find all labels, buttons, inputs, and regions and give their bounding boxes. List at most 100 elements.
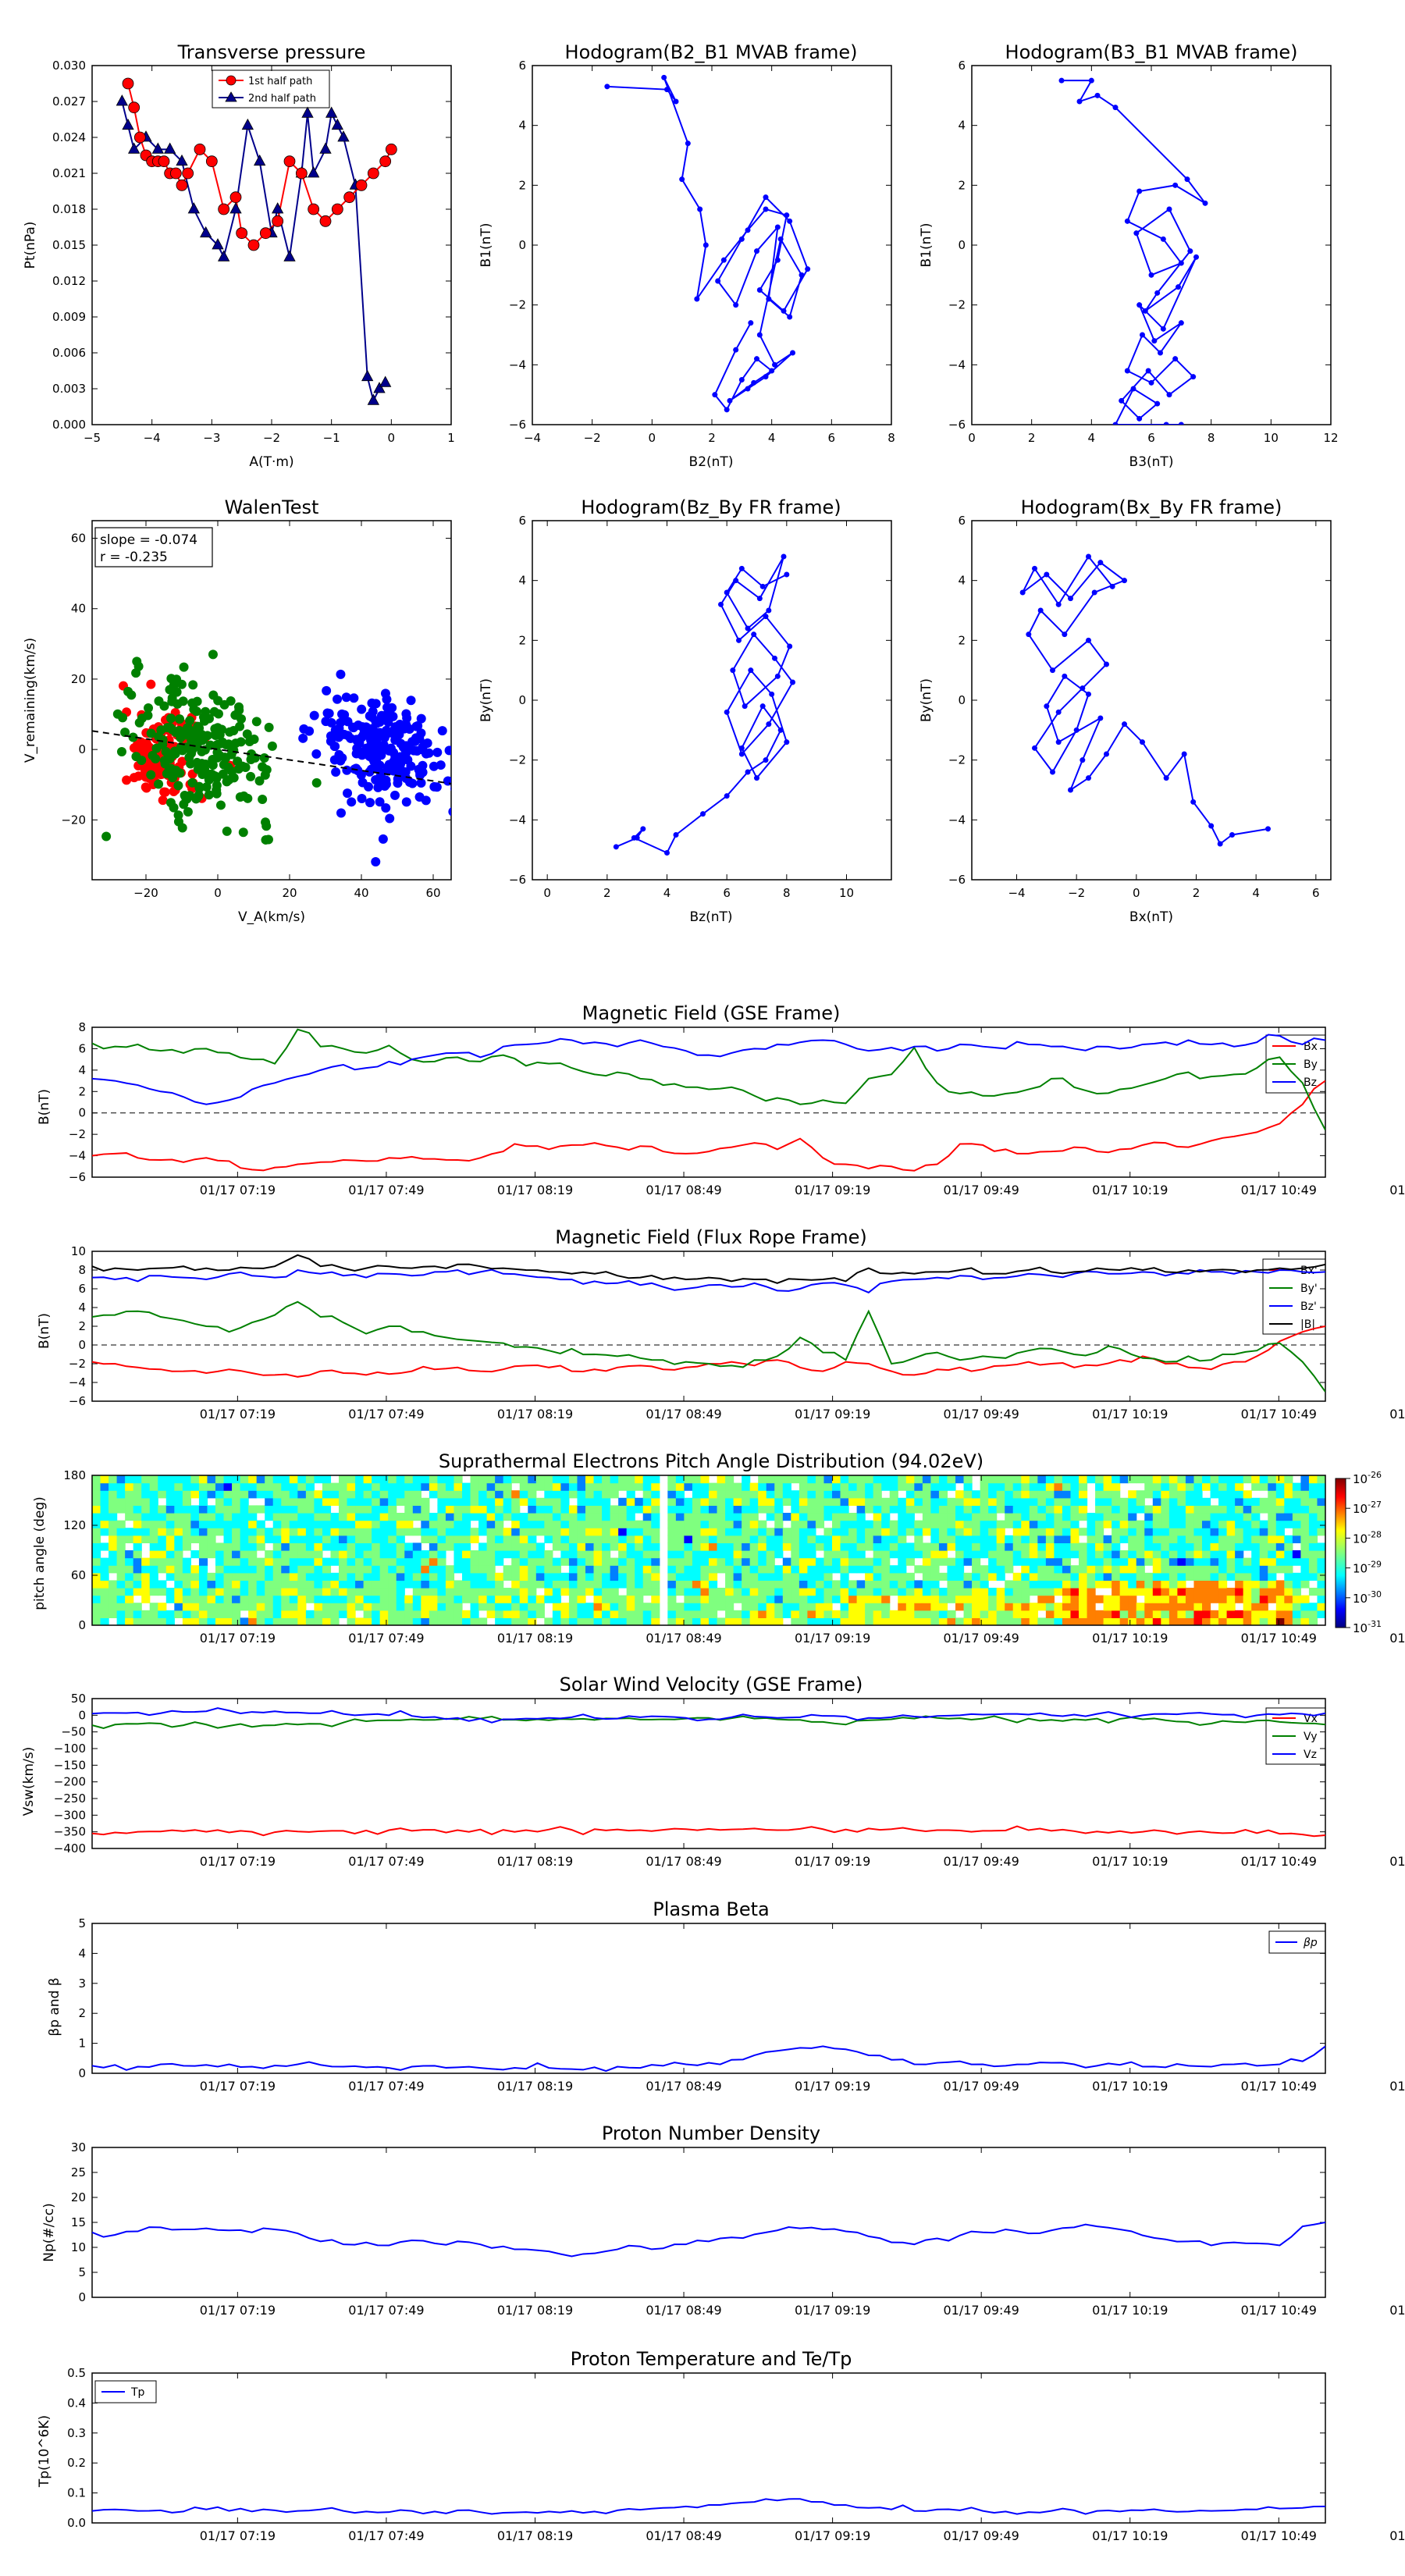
mag-gse-data [92, 1028, 1325, 1172]
pad-cell [856, 1580, 866, 1589]
pad-cell [396, 1565, 405, 1574]
pad-cell [791, 1475, 800, 1484]
pad-cell [593, 1550, 603, 1559]
pad-cell [421, 1497, 430, 1506]
pad-cell [807, 1550, 816, 1559]
transverse-series-1-point [133, 131, 146, 144]
pad-cell [92, 1490, 101, 1499]
hodo4-point [1068, 787, 1073, 793]
pad-cell [363, 1557, 372, 1566]
pad-cell [190, 1505, 200, 1514]
pad-cell [930, 1610, 940, 1618]
pad-cell [240, 1490, 249, 1499]
pad-cell [642, 1550, 652, 1559]
mag-gse-series-Bx [92, 1080, 1325, 1172]
pad-cell [782, 1580, 791, 1589]
pad-cell [1128, 1505, 1137, 1514]
hodo1-point [787, 314, 793, 320]
pad-cell [223, 1595, 233, 1603]
hodo2-xtick-label: 2 [1028, 431, 1036, 445]
pad-cell [1095, 1475, 1104, 1484]
pad-cell [1193, 1565, 1203, 1574]
pad-cell [1177, 1603, 1186, 1611]
hodo3-point [640, 826, 646, 832]
pad-cell [462, 1535, 471, 1543]
pad-cell [1005, 1513, 1014, 1521]
pad-cell [1218, 1610, 1228, 1618]
pad-cell [1177, 1528, 1186, 1536]
pad-cell [667, 1617, 677, 1625]
pad-cell [149, 1520, 158, 1528]
walen-point-green [261, 817, 271, 827]
pad-cell [709, 1603, 718, 1611]
pad-cell [265, 1513, 274, 1521]
pad-xtick-label: 01/17 09:19 [795, 1631, 870, 1646]
pad-cell [240, 1565, 249, 1574]
pad-cell [832, 1520, 841, 1528]
pad-cell [930, 1565, 940, 1574]
pad-cell [182, 1588, 191, 1596]
pad-cell [544, 1528, 553, 1536]
pad-cell [972, 1603, 981, 1611]
pad-cell [133, 1610, 142, 1618]
pad-cell [1317, 1603, 1325, 1611]
hodo3-point [763, 614, 769, 620]
pad-cell [207, 1572, 216, 1581]
pad-cell [749, 1617, 759, 1625]
pad-cell [141, 1475, 151, 1484]
pad-cell [396, 1557, 405, 1566]
pad-cell [495, 1490, 504, 1499]
pad-cell [437, 1535, 446, 1543]
pad-cell [1218, 1520, 1228, 1528]
pad-cell [642, 1617, 652, 1625]
pad-cell [684, 1475, 693, 1484]
transverse-series-1-point [343, 191, 356, 204]
pad-cell [1021, 1610, 1030, 1618]
pad-cell [1161, 1588, 1170, 1596]
pad-cell [1292, 1572, 1301, 1581]
pad-cell [528, 1565, 537, 1574]
pad-cell [108, 1610, 118, 1618]
pad-cell [535, 1475, 545, 1484]
pad-cell [256, 1610, 265, 1618]
pad-cell [519, 1475, 528, 1484]
pad-cell [445, 1535, 455, 1543]
hodo2-point [1160, 326, 1166, 332]
pad-cell [1292, 1505, 1301, 1514]
pad-cell [1095, 1490, 1104, 1499]
pad-cell [922, 1572, 931, 1581]
pad-cell [347, 1565, 356, 1574]
pad-cell [766, 1535, 775, 1543]
pad-cell [437, 1565, 446, 1574]
pad-cell [815, 1535, 825, 1543]
transverse-series-2-point [176, 154, 188, 166]
pad-cell [1136, 1603, 1145, 1611]
pad-cell [1218, 1497, 1228, 1506]
hodo1-point [745, 386, 751, 392]
pad-cell [577, 1513, 586, 1521]
pad-cell [692, 1557, 702, 1566]
walen-xlabel: V_A(km/s) [238, 909, 305, 925]
pad-cell [1193, 1505, 1203, 1514]
mag-fr-legend-b: |B| [1300, 1318, 1315, 1331]
pad-cell [774, 1550, 784, 1559]
pad-cell [182, 1565, 191, 1574]
pad-cell [955, 1475, 965, 1484]
pad-cell [125, 1595, 134, 1603]
pad-cell [1308, 1603, 1318, 1611]
pad-cell [1054, 1565, 1063, 1574]
mag-fr-xtick-label: 01/17 07:19 [200, 1407, 276, 1421]
pad-cell [1268, 1542, 1277, 1551]
pad-cell [593, 1542, 603, 1551]
pad-cell [692, 1572, 702, 1581]
pad-cell [1210, 1565, 1219, 1574]
hodo1-ytick-label: −2 [509, 298, 526, 312]
walen-point-green [159, 701, 169, 711]
pad-cell [1037, 1475, 1047, 1484]
pad-cell [823, 1475, 833, 1484]
pad-cell [593, 1565, 603, 1574]
pad-cell [725, 1617, 735, 1625]
pad-cell [980, 1550, 989, 1559]
hodo2-point [1076, 98, 1083, 105]
pad-cell [552, 1595, 561, 1603]
